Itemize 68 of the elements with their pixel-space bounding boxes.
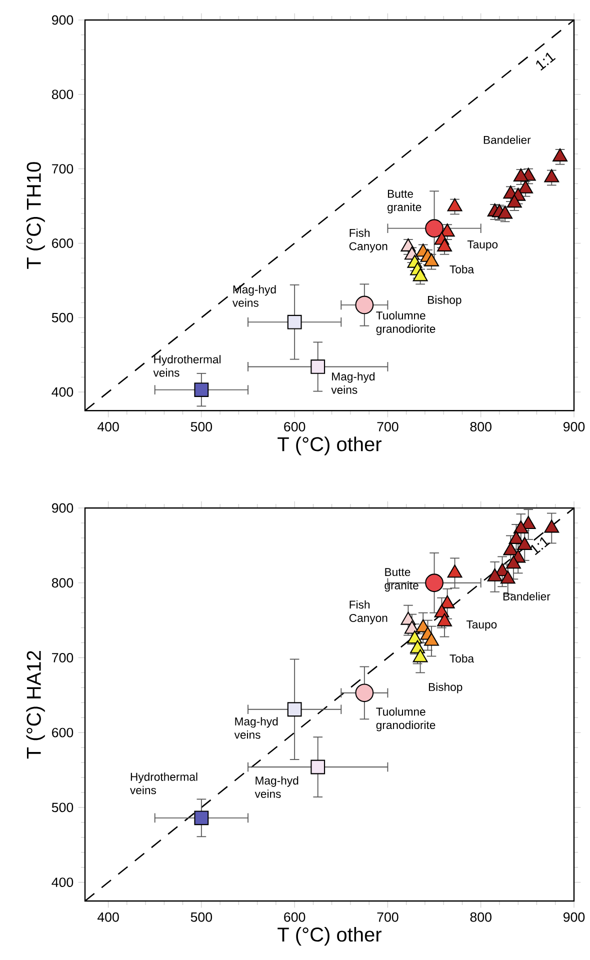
annotation: Fish Canyon — [350, 228, 388, 252]
annotation: Bishop — [429, 682, 462, 694]
point — [552, 148, 568, 162]
x-tick-label: 600 — [284, 422, 306, 432]
y-tick-label: 400 — [52, 878, 74, 888]
y-tick-label: 600 — [52, 728, 74, 738]
y-tick-label: 500 — [52, 312, 74, 322]
annotation: Bandelier — [504, 592, 550, 600]
x-tick-label: 500 — [191, 912, 212, 922]
annotation: Bishop — [428, 296, 462, 306]
x-tick-label: 400 — [98, 422, 120, 432]
annotation: Taupo — [466, 620, 497, 631]
y-tick-label: 700 — [52, 653, 74, 662]
point — [544, 169, 560, 182]
point — [288, 314, 302, 330]
y-axis-title: T (°C) TH10 — [26, 162, 46, 269]
annotation: Hydrothermal veins — [154, 355, 221, 377]
x-axis-title: T (°C) other — [278, 926, 382, 946]
y-tick-label: 400 — [52, 387, 74, 397]
annotation: 1:1 — [530, 537, 550, 556]
annotation: Mag-hyd veins — [234, 717, 278, 739]
annotation: Toba — [450, 265, 474, 274]
x-axis-title: T (°C) other — [278, 436, 382, 456]
x-tick-label: 900 — [564, 912, 585, 922]
x-tick-label: 600 — [284, 912, 306, 922]
y-tick-label: 700 — [52, 164, 74, 174]
point — [544, 520, 560, 533]
x-tick-label: 500 — [191, 422, 212, 432]
annotation: 1:1 — [536, 52, 556, 71]
point — [194, 810, 209, 826]
x-tick-label: 800 — [470, 912, 492, 922]
x-tick-label: 900 — [564, 422, 585, 432]
x-tick-label: 700 — [378, 912, 399, 922]
annotation: Taupo — [468, 240, 498, 251]
point — [440, 595, 456, 608]
annotation: Mag-hyd veins — [255, 776, 298, 798]
annotation: Mag-hyd veins — [331, 372, 375, 394]
point — [194, 382, 209, 397]
annotation: Toba — [450, 654, 474, 663]
point — [310, 760, 326, 774]
y-tick-label: 600 — [52, 238, 74, 248]
y-axis-title: T (°C) HA12 — [26, 650, 46, 759]
annotation: Butte granite — [388, 190, 422, 214]
point — [355, 684, 374, 702]
annotation: Tuolumne granodiorite — [376, 311, 436, 336]
point — [288, 702, 302, 717]
y-tick-label: 800 — [52, 578, 74, 588]
point — [424, 632, 440, 646]
point — [355, 296, 374, 314]
x-tick-label: 400 — [98, 912, 120, 922]
y-tick-label: 800 — [52, 90, 74, 100]
y-tick-label: 900 — [52, 503, 74, 513]
point — [448, 198, 462, 212]
annotation: Butte granite — [384, 568, 419, 592]
annotation: Hydrothermal veins — [130, 772, 198, 794]
point — [488, 568, 503, 582]
y-tick-label: 500 — [52, 802, 74, 812]
point — [500, 570, 516, 584]
annotation: Tuolumne granodiorite — [376, 707, 436, 732]
annotation: Fish Canyon — [350, 600, 388, 624]
point — [507, 194, 522, 208]
y-tick-label: 900 — [52, 15, 74, 25]
annotation: Bandelier — [484, 136, 531, 144]
x-tick-label: 700 — [378, 422, 399, 432]
x-tick-label: 800 — [470, 422, 492, 432]
point — [310, 360, 326, 374]
annotation: Mag-hyd veins — [232, 285, 276, 307]
point — [448, 564, 462, 578]
